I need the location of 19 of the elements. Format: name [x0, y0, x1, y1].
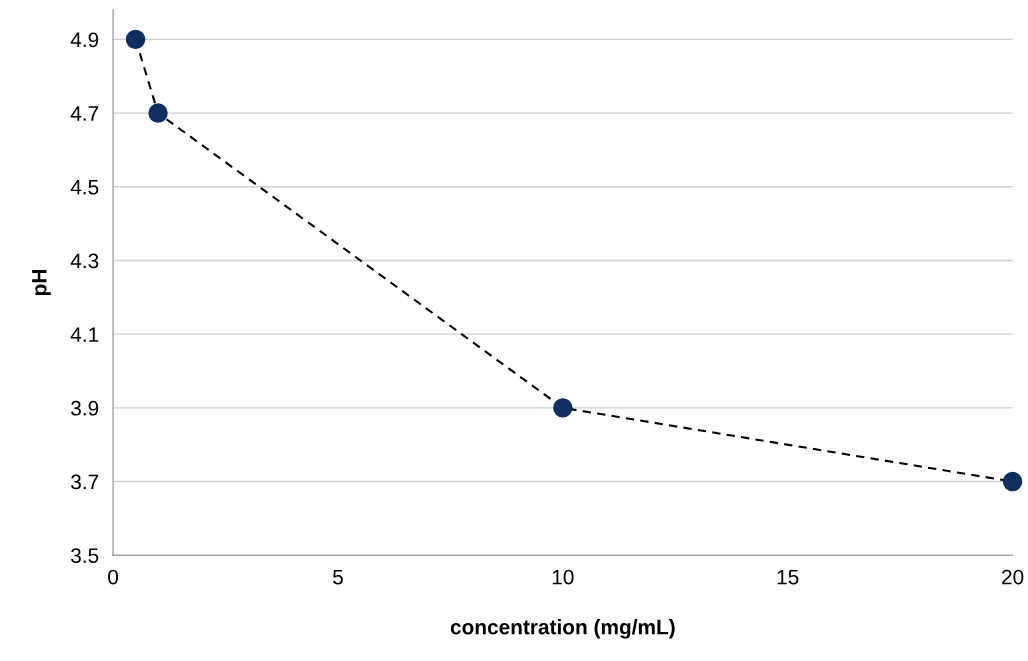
y-tick-label: 3.7 — [71, 474, 99, 490]
x-tick-label: 0 — [108, 569, 119, 585]
x-tick-label: 15 — [777, 569, 799, 585]
y-tick-label: 3.5 — [71, 548, 99, 563]
point — [148, 103, 168, 123]
x-axis-title: concentration (mg/mL) — [450, 619, 675, 639]
y-tick-label: 4.3 — [70, 253, 99, 269]
point — [125, 29, 146, 50]
y-tick-label: 4.1 — [70, 327, 99, 342]
y-tick-label: 4.7 — [70, 106, 99, 121]
x-tick-label: 10 — [552, 569, 574, 585]
y-tick-label: 3.9 — [71, 400, 99, 416]
y-axis-title: pH — [32, 270, 51, 296]
x-tick-label: 20 — [1002, 569, 1024, 585]
point — [553, 398, 573, 418]
point — [1002, 471, 1023, 492]
x-tick-label: 5 — [333, 569, 343, 585]
y-tick-label: 4.5 — [70, 179, 99, 195]
y-tick-label: 4.9 — [70, 32, 99, 48]
